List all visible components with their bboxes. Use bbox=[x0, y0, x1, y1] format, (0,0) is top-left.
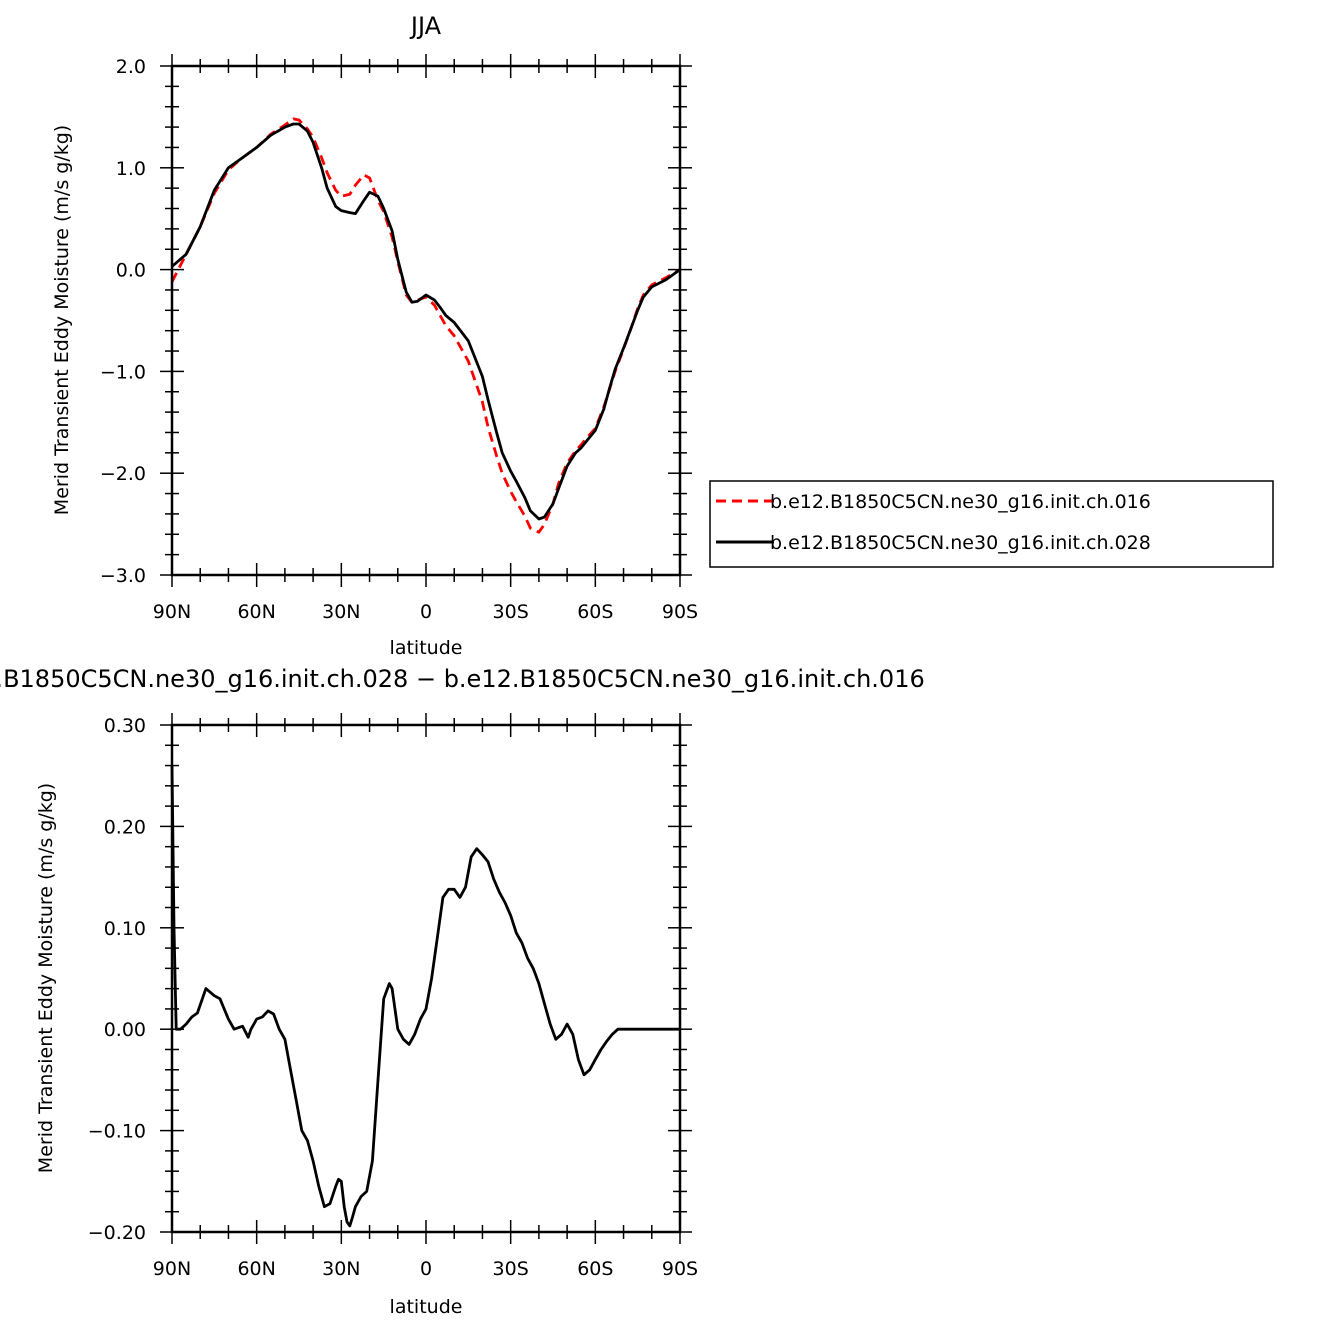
x-tick-label: 60N bbox=[237, 1258, 275, 1280]
y-tick-label: −0.10 bbox=[88, 1121, 146, 1143]
series-line-0-1 bbox=[171, 122, 681, 521]
bottom-title: b.e12.B1850C5CN.ne30_g16.init.ch.028 − b… bbox=[0, 665, 925, 693]
top-title: JJA bbox=[409, 12, 442, 40]
bottom-x-axis-label: latitude bbox=[390, 1296, 463, 1318]
y-tick-label: −2.0 bbox=[100, 463, 146, 485]
bottom-plot-frame bbox=[170, 723, 682, 1234]
y-tick-label: 0.30 bbox=[104, 715, 146, 737]
top-x-axis-label: latitude bbox=[390, 637, 463, 659]
x-tick-label: 90N bbox=[153, 1258, 191, 1280]
x-tick-label: 60S bbox=[577, 601, 613, 623]
top-y-axis-label: Merid Transient Eddy Moisture (m/s g/kg) bbox=[51, 125, 73, 515]
y-tick-label: 0.20 bbox=[104, 816, 146, 838]
top-plot-frame bbox=[170, 64, 682, 577]
x-tick-label: 60N bbox=[237, 601, 275, 623]
bottom-axis-ticks: 90N 60N 30N 0 30S 60S 90S 0.30 0.20 0.10 0.00 −0.10… bbox=[88, 713, 698, 1280]
series-line-1-0 bbox=[170, 765, 680, 1228]
top-axis-ticks: 90N 60N 30N 0 30S 60S 90S 2.0 1.0 0.0 −1.0 −2.0 −3.0 bbox=[100, 54, 698, 623]
bottom-y-axis-label: Merid Transient Eddy Moisture (m/s g/kg) bbox=[35, 783, 57, 1173]
top-plot-series bbox=[170, 117, 681, 534]
x-tick-label: 90S bbox=[662, 601, 698, 623]
y-tick-label: 0.00 bbox=[104, 1019, 146, 1041]
bottom-plot-series bbox=[170, 765, 680, 1228]
y-tick-label: −1.0 bbox=[100, 361, 146, 383]
y-tick-label: −3.0 bbox=[100, 565, 146, 587]
x-tick-label: 30N bbox=[322, 1258, 360, 1280]
x-tick-label: 90N bbox=[153, 601, 191, 623]
legend-box bbox=[709, 480, 1274, 568]
x-tick-label: 0 bbox=[420, 1258, 432, 1280]
x-tick-label: 30S bbox=[493, 1258, 529, 1280]
y-tick-label: 2.0 bbox=[116, 56, 146, 78]
x-tick-label: 0 bbox=[420, 601, 432, 623]
top-legend: b.e12.B1850C5CN.ne30_g16.init.ch.016 b.e… bbox=[709, 480, 1274, 568]
bottom-panel: b.e12.B1850C5CN.ne30_g16.init.ch.028 − b… bbox=[0, 665, 925, 1318]
x-tick-label: 60S bbox=[577, 1258, 613, 1280]
y-tick-label: −0.20 bbox=[88, 1222, 146, 1244]
y-tick-label: 0.0 bbox=[116, 260, 146, 282]
top-panel: JJA 90N 60N 30N 0 30S 60S 90S 2.0 1.0 0.0 −1.0 −2.0… bbox=[51, 12, 1274, 659]
legend-label-ch028: b.e12.B1850C5CN.ne30_g16.init.ch.028 bbox=[770, 532, 1151, 554]
legend-label-ch016: b.e12.B1850C5CN.ne30_g16.init.ch.016 bbox=[770, 491, 1151, 513]
series-line-0-0 bbox=[170, 117, 681, 534]
y-tick-label: 1.0 bbox=[116, 158, 146, 180]
x-tick-label: 30N bbox=[322, 601, 360, 623]
y-tick-label: 0.10 bbox=[104, 918, 146, 940]
x-tick-label: 30S bbox=[493, 601, 529, 623]
x-tick-label: 90S bbox=[662, 1258, 698, 1280]
